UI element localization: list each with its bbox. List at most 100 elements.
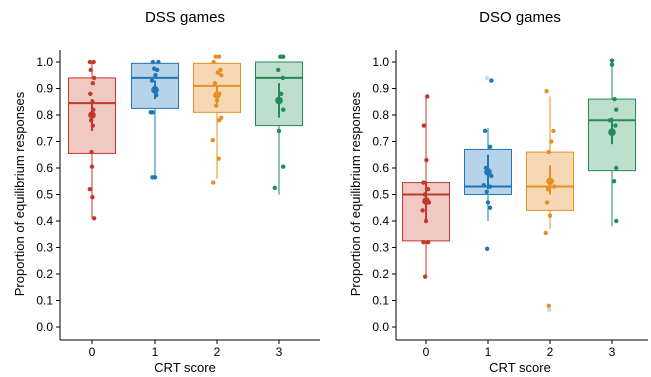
- data-point: [276, 128, 282, 134]
- data-point: [87, 187, 93, 192]
- data-point: [551, 128, 556, 134]
- x-axis-label: CRT score: [154, 360, 216, 375]
- data-point: [425, 94, 430, 99]
- chart-title: DSS games: [145, 9, 225, 26]
- data-point: [87, 59, 93, 65]
- data-point: [219, 73, 224, 78]
- data-point: [89, 164, 95, 169]
- data-point: [546, 303, 551, 308]
- data-point: [614, 107, 619, 112]
- data-point: [281, 164, 286, 169]
- data-point: [281, 54, 286, 59]
- y-tick-label: 0.7: [372, 135, 389, 149]
- data-point: [543, 230, 548, 236]
- data-point: [216, 54, 222, 59]
- y-tick-label: 0.0: [372, 320, 389, 334]
- data-point: [153, 73, 158, 78]
- data-point: [91, 75, 97, 81]
- data-point: [278, 91, 284, 97]
- box-group-crt-3: [255, 54, 303, 195]
- data-point: [612, 96, 617, 102]
- data-point: [481, 183, 486, 188]
- data-point: [154, 67, 160, 73]
- y-tick-label: 0.1: [372, 294, 389, 308]
- x-tick-label: 0: [89, 345, 96, 359]
- box-group-crt-0: [68, 59, 116, 221]
- data-point: [545, 187, 551, 192]
- data-point: [609, 62, 615, 67]
- y-tick-label: 0.4: [36, 214, 53, 228]
- x-tick-label: 3: [276, 345, 283, 359]
- data-point: [614, 218, 619, 224]
- y-tick-label: 1.0: [372, 55, 389, 69]
- data-point: [546, 149, 551, 155]
- mean-point: [151, 86, 159, 94]
- data-point-light: [546, 307, 552, 312]
- y-tick-label: 0.5: [372, 188, 389, 202]
- y-axis-label: Proportion of equilibrium responses: [348, 91, 363, 296]
- x-axis-label: CRT score: [489, 360, 551, 375]
- data-point: [213, 54, 218, 59]
- box-group-crt-2: [193, 54, 241, 185]
- box-group-crt-3: [588, 58, 636, 227]
- y-tick-label: 0.1: [36, 294, 53, 308]
- data-point-light: [484, 75, 490, 81]
- data-point: [422, 274, 428, 279]
- data-point: [213, 103, 219, 108]
- mean-point: [546, 177, 554, 186]
- data-point: [487, 205, 493, 210]
- box-group-crt-1: [131, 59, 179, 180]
- data-point: [421, 123, 427, 128]
- panel-dss-games: DSS games CRT score Proportion of equili…: [12, 9, 320, 375]
- data-point: [544, 88, 549, 94]
- y-tick-label: 0.8: [36, 108, 53, 122]
- mean-point: [422, 197, 430, 205]
- data-point: [88, 91, 93, 97]
- mean-point: [88, 111, 96, 119]
- data-point: [156, 59, 161, 65]
- data-point: [421, 240, 426, 245]
- box-group-crt-1: [464, 75, 512, 252]
- x-tick-label: 3: [609, 345, 616, 359]
- mean-point: [484, 168, 492, 176]
- data-point: [484, 246, 490, 252]
- data-point: [549, 139, 554, 144]
- mean-point: [608, 128, 616, 137]
- y-tick-label: 0.5: [36, 188, 53, 202]
- data-point: [611, 179, 617, 184]
- data-point: [90, 81, 96, 86]
- data-point: [613, 123, 618, 128]
- y-tick-label: 0.6: [372, 161, 389, 175]
- data-point: [149, 78, 155, 83]
- data-point: [215, 70, 221, 75]
- y-tick-label: 0.2: [36, 267, 53, 281]
- data-point: [210, 180, 216, 185]
- data-point: [148, 110, 153, 115]
- y-tick-label: 1.0: [36, 55, 53, 69]
- box-group-crt-0: [402, 94, 450, 279]
- x-tick-label: 0: [423, 345, 430, 359]
- data-point: [152, 175, 158, 180]
- x-tick-label: 1: [152, 345, 159, 359]
- data-point: [487, 144, 493, 149]
- panel-dso-games: DSO games CRT score Proportion of equili…: [348, 9, 648, 375]
- y-tick-label: 0.2: [372, 267, 389, 281]
- data-point: [150, 59, 156, 65]
- data-point: [547, 213, 553, 218]
- mean-point: [275, 96, 283, 105]
- x-tick-label: 1: [485, 345, 492, 359]
- y-tick-label: 0.4: [372, 214, 389, 228]
- box-group-crt-2: [526, 88, 574, 312]
- y-tick-label: 0.0: [36, 320, 53, 334]
- data-point: [485, 200, 491, 205]
- mean-point: [213, 91, 221, 99]
- data-point: [487, 184, 493, 189]
- data-point: [88, 67, 93, 73]
- data-point: [484, 189, 489, 195]
- data-point: [607, 118, 613, 123]
- data-point: [609, 58, 615, 63]
- y-tick-label: 0.6: [36, 161, 53, 175]
- y-tick-label: 0.8: [372, 108, 389, 122]
- data-point: [272, 185, 277, 191]
